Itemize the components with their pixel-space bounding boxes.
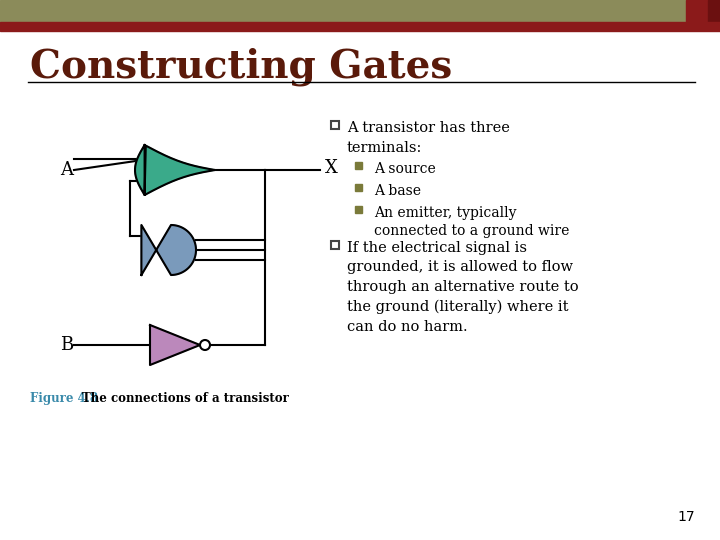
Text: 17: 17 (678, 510, 695, 524)
Text: A transistor has three
terminals:: A transistor has three terminals: (347, 121, 510, 154)
Text: B: B (60, 336, 73, 354)
Bar (331, 241, 339, 249)
Text: A source: A source (374, 162, 436, 176)
Text: X: X (325, 159, 338, 177)
Polygon shape (135, 145, 215, 195)
Text: If the electrical signal is
grounded, it is allowed to flow
through an alternati: If the electrical signal is grounded, it… (347, 241, 579, 334)
Bar (354, 206, 361, 213)
Bar (686, 0, 708, 22)
Bar (0, 22, 720, 31)
Text: A: A (60, 161, 73, 179)
Bar (331, 121, 339, 129)
Polygon shape (150, 325, 200, 365)
Text: Constructing Gates: Constructing Gates (30, 47, 452, 85)
Polygon shape (141, 225, 196, 275)
Bar (354, 161, 361, 168)
Bar (708, 0, 720, 22)
Text: A base: A base (374, 184, 421, 198)
Circle shape (200, 340, 210, 350)
Bar (0, 0, 686, 22)
Text: An emitter, typically
connected to a ground wire: An emitter, typically connected to a gro… (374, 206, 570, 238)
Bar (354, 184, 361, 191)
Text: The connections of a transistor: The connections of a transistor (82, 392, 289, 405)
Text: Figure 4.8: Figure 4.8 (30, 392, 98, 405)
